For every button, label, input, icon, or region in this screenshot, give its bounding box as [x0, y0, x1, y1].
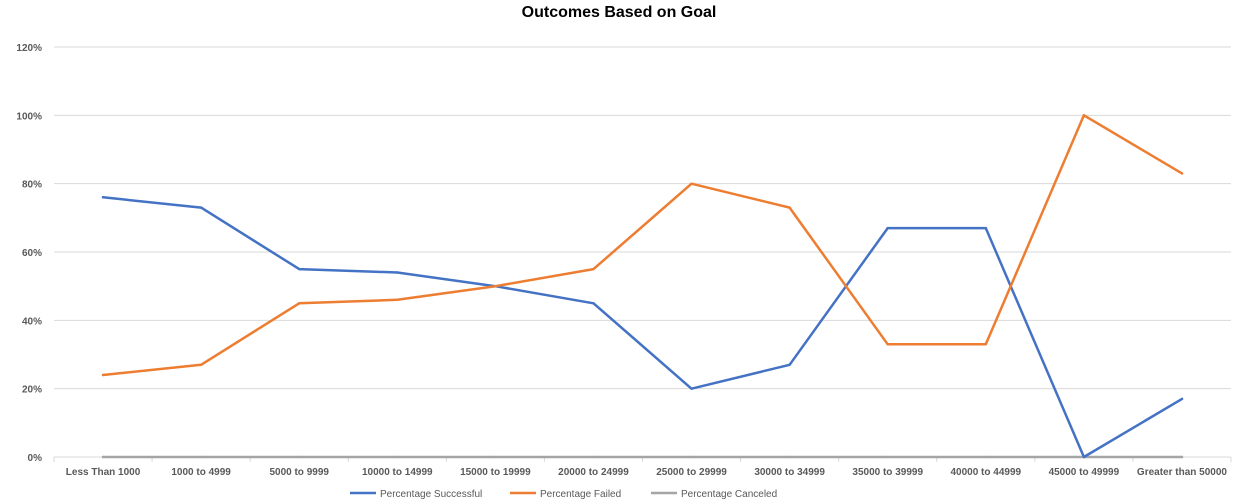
data-point	[199, 363, 203, 366]
data-point	[984, 343, 987, 346]
data-point	[690, 182, 693, 185]
data-point	[592, 267, 595, 271]
y-tick-label: 0%	[28, 453, 43, 464]
x-tick-label: 35000 to 39999	[852, 467, 923, 478]
data-point	[1180, 397, 1184, 401]
x-tick-label: 10000 to 14999	[362, 467, 433, 478]
legend-label: Percentage Canceled	[681, 489, 777, 500]
x-tick-label: 1000 to 4999	[171, 467, 231, 478]
data-point	[101, 455, 105, 459]
data-point	[396, 298, 399, 302]
data-point	[886, 455, 889, 459]
data-point	[690, 387, 693, 390]
data-point	[199, 206, 203, 209]
chart-title: Outcomes Based on Goal	[521, 4, 717, 21]
x-tick-label: 30000 to 34999	[754, 467, 825, 478]
x-tick-label: 25000 to 29999	[656, 467, 727, 478]
data-point	[984, 455, 987, 459]
data-point	[101, 196, 105, 199]
data-point	[494, 455, 497, 459]
y-tick-label: 20%	[22, 385, 42, 396]
data-point	[1082, 455, 1086, 459]
x-tick-label: Greater than 50000	[1137, 467, 1227, 478]
data-point	[494, 284, 497, 288]
data-point	[886, 343, 889, 346]
data-point	[396, 271, 399, 274]
data-point	[298, 302, 301, 305]
data-point	[101, 373, 105, 377]
data-point	[592, 455, 595, 459]
legend-label: Percentage Failed	[540, 489, 621, 500]
data-point	[690, 455, 693, 459]
x-tick-label: 15000 to 19999	[460, 467, 531, 478]
data-point	[1180, 172, 1184, 175]
legend-label: Percentage Successful	[380, 489, 482, 500]
y-tick-label: 120%	[16, 43, 42, 54]
series-line-percentage-successful	[101, 196, 1184, 459]
x-tick-label: 40000 to 44999	[950, 467, 1021, 478]
data-point	[1180, 455, 1184, 459]
x-tick-label: 45000 to 49999	[1049, 467, 1120, 478]
x-tick-label: Less Than 1000	[66, 467, 141, 478]
y-tick-label: 80%	[22, 180, 42, 191]
y-tick-label: 60%	[22, 248, 42, 259]
data-point	[984, 226, 987, 230]
x-tick-label: 5000 to 9999	[269, 467, 329, 478]
data-point	[298, 455, 301, 459]
data-point	[396, 455, 399, 459]
x-tick-label: 20000 to 24999	[558, 467, 629, 478]
data-point	[788, 455, 791, 459]
series-line-percentage-failed	[101, 114, 1184, 377]
data-point	[788, 363, 791, 366]
y-tick-label: 100%	[16, 111, 42, 122]
data-point	[886, 226, 889, 230]
data-point	[199, 455, 203, 459]
data-point	[298, 267, 301, 271]
data-point	[788, 206, 791, 209]
y-tick-label: 40%	[22, 316, 42, 327]
data-point	[592, 302, 595, 305]
data-point	[1082, 114, 1086, 117]
